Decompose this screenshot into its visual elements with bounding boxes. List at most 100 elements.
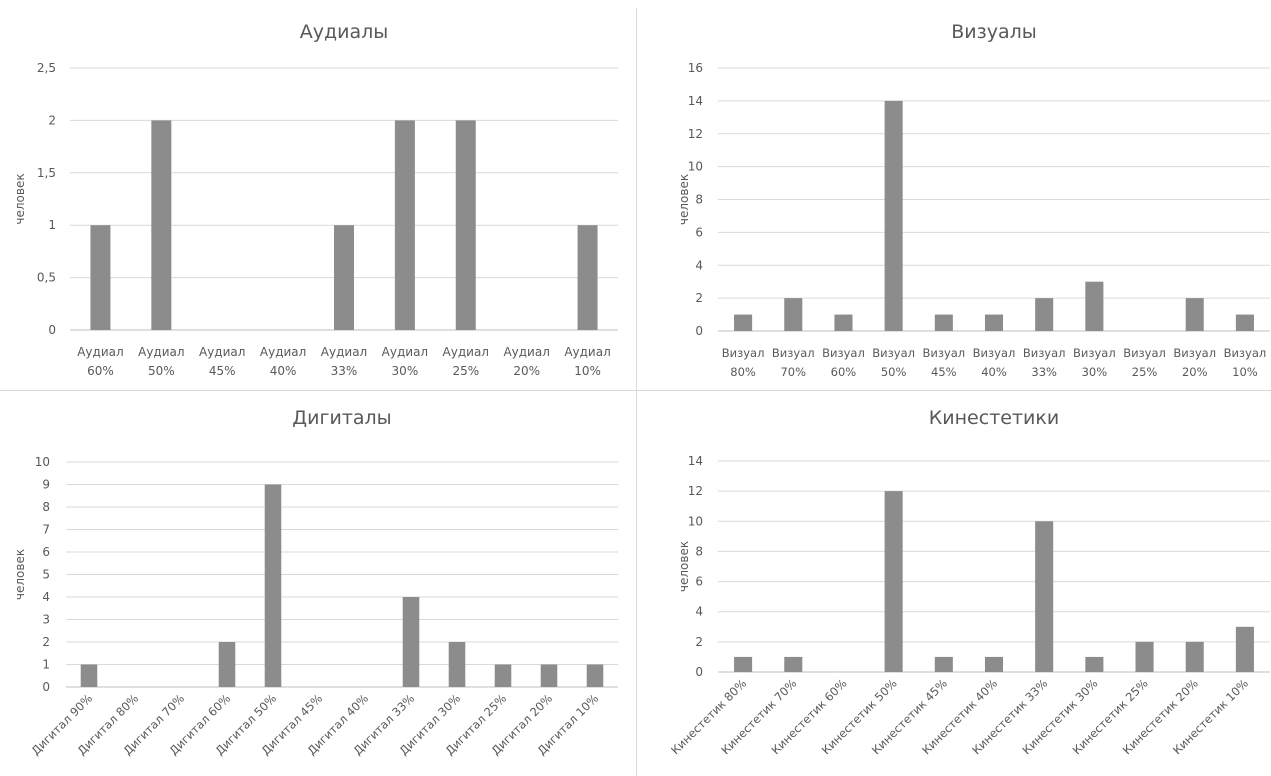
bar xyxy=(1135,641,1154,672)
bar xyxy=(984,656,1004,672)
x-tick-label: Аудиал 33% xyxy=(321,345,367,378)
bar xyxy=(984,314,1004,331)
y-axis-label: человек xyxy=(677,174,691,225)
chart-title: Аудиалы xyxy=(300,21,389,43)
x-tick-label: Визуал 45% xyxy=(922,346,965,379)
y-tick-label: 6 xyxy=(695,575,703,589)
chart-title: Дигиталы xyxy=(292,407,391,429)
bar xyxy=(494,664,512,687)
y-tick-label: 0 xyxy=(48,323,56,337)
bar xyxy=(1035,521,1054,672)
x-tick-label: Аудиал 25% xyxy=(443,345,489,378)
chart-kinesthetics: Кинестетики человек 0 2 4 6 8 10 12 14 Кинестетик … xyxy=(636,392,1271,776)
vertical-divider xyxy=(636,8,637,776)
bar xyxy=(577,225,598,330)
bar xyxy=(1035,298,1054,331)
bar xyxy=(402,597,420,687)
y-axis-label: человек xyxy=(677,541,691,592)
x-tick-label: Аудиал 50% xyxy=(138,345,184,378)
y-tick-label: 16 xyxy=(688,61,703,75)
y-tick-label: 12 xyxy=(688,127,703,141)
chart-audials-svg: Аудиалы человек 0 0,5 1 1,5 2 2,5 Аудиал 60% Аудиа… xyxy=(13,21,618,378)
y-tick-label: 8 xyxy=(695,193,703,207)
y-tick-label: 2 xyxy=(48,113,56,127)
bar xyxy=(264,484,282,687)
y-tick-label: 2 xyxy=(42,635,50,649)
x-tick-label: Аудиал 60% xyxy=(77,345,123,378)
y-tick-label: 14 xyxy=(688,94,703,108)
y-tick-label: 7 xyxy=(42,523,50,537)
bar xyxy=(90,225,111,330)
y-tick-label: 1 xyxy=(42,658,50,672)
bar xyxy=(1235,314,1254,331)
y-tick-label: 4 xyxy=(695,258,703,272)
bar xyxy=(1085,656,1104,672)
x-tick-label: Визуал 20% xyxy=(1173,346,1216,379)
y-tick-label: 2 xyxy=(695,291,703,305)
chart-digitals: Дигиталы человек 0 1 2 3 4 5 6 7 8 9 10 Дигитал 90% Ди… xyxy=(0,392,636,776)
x-tick-label: Аудиал 20% xyxy=(503,345,549,378)
y-tick-label: 4 xyxy=(695,605,703,619)
y-axis-label: человек xyxy=(13,549,27,600)
y-tick-label: 10 xyxy=(35,455,50,469)
bar xyxy=(151,120,172,331)
x-tick-label: Аудиал 30% xyxy=(382,345,428,378)
bar xyxy=(884,100,903,331)
y-tick-label: 5 xyxy=(42,568,50,582)
x-tick-label: Визуал 10% xyxy=(1224,346,1267,379)
bar xyxy=(1185,298,1204,331)
bar xyxy=(734,656,753,672)
bar xyxy=(734,314,753,331)
bar xyxy=(784,298,803,331)
bar xyxy=(334,225,354,330)
chart-audials: Аудиалы человек 0 0,5 1 1,5 2 2,5 Аудиал 60% Аудиа… xyxy=(0,0,636,390)
bar xyxy=(884,491,903,672)
y-tick-label: 6 xyxy=(695,225,703,239)
y-tick-label: 10 xyxy=(688,160,703,174)
x-tick-label: Визуал 80% xyxy=(722,346,765,379)
y-tick-label: 0 xyxy=(695,665,703,679)
x-tick-label: Визуал 25% xyxy=(1123,346,1166,379)
y-axis-label: человек xyxy=(13,173,27,224)
y-tick-label: 2,5 xyxy=(37,61,56,75)
bar xyxy=(586,664,604,687)
x-tick-label: Визуал 30% xyxy=(1073,346,1116,379)
bar xyxy=(218,642,236,687)
y-tick-label: 3 xyxy=(42,613,50,627)
y-tick-label: 12 xyxy=(688,484,703,498)
x-tick-label: Аудиал 10% xyxy=(564,345,610,378)
x-tick-label: Визуал 60% xyxy=(822,346,865,379)
x-tick-label: Визуал 33% xyxy=(1023,346,1066,379)
y-tick-label: 14 xyxy=(688,454,703,468)
bar xyxy=(834,314,853,331)
chart-visuals: Визуалы человек 0 2 4 6 8 10 12 14 16 Визуал 80% Визу… xyxy=(636,0,1271,390)
y-tick-label: 10 xyxy=(688,514,703,528)
chart-kinesthetics-svg: Кинестетикичеловек02468101214Кинестетик … xyxy=(668,407,1270,757)
x-tick-label: Визуал 40% xyxy=(973,346,1016,379)
y-tick-label: 8 xyxy=(695,544,703,558)
bar xyxy=(934,314,953,331)
chart-title: Визуалы xyxy=(951,21,1037,43)
y-tick-label: 1 xyxy=(48,218,56,232)
bar xyxy=(540,664,558,687)
x-tick-label: Визуал 70% xyxy=(772,346,815,379)
bar xyxy=(455,120,476,331)
y-tick-label: 0 xyxy=(695,324,703,338)
bar xyxy=(784,656,803,672)
bar xyxy=(80,664,98,687)
y-tick-label: 0,5 xyxy=(37,271,56,285)
bar xyxy=(394,120,415,331)
y-tick-label: 6 xyxy=(42,545,50,559)
bar xyxy=(448,642,466,687)
bar xyxy=(1085,281,1104,331)
y-tick-label: 8 xyxy=(42,500,50,514)
y-tick-label: 2 xyxy=(695,635,703,649)
y-tick-label: 1,5 xyxy=(37,166,56,180)
x-tick-label: Аудиал 40% xyxy=(260,345,306,378)
x-tick-label: Аудиал 45% xyxy=(199,345,245,378)
bar xyxy=(1235,626,1254,672)
y-tick-label: 4 xyxy=(42,590,50,604)
y-tick-label: 9 xyxy=(42,478,50,492)
